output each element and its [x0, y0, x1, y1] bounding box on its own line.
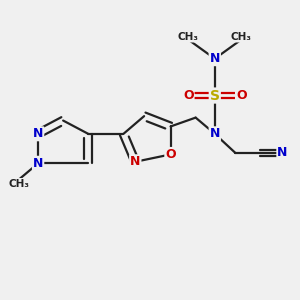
Text: N: N: [210, 52, 220, 65]
Text: N: N: [277, 146, 288, 159]
Text: N: N: [33, 157, 43, 170]
Text: CH₃: CH₃: [178, 32, 199, 42]
Text: O: O: [165, 148, 176, 161]
Text: N: N: [130, 155, 140, 168]
Text: N: N: [210, 127, 220, 140]
Text: CH₃: CH₃: [231, 32, 252, 42]
Text: CH₃: CH₃: [8, 179, 29, 189]
Text: S: S: [210, 88, 220, 103]
Text: O: O: [183, 89, 194, 102]
Text: N: N: [33, 127, 43, 140]
Text: O: O: [236, 89, 247, 102]
